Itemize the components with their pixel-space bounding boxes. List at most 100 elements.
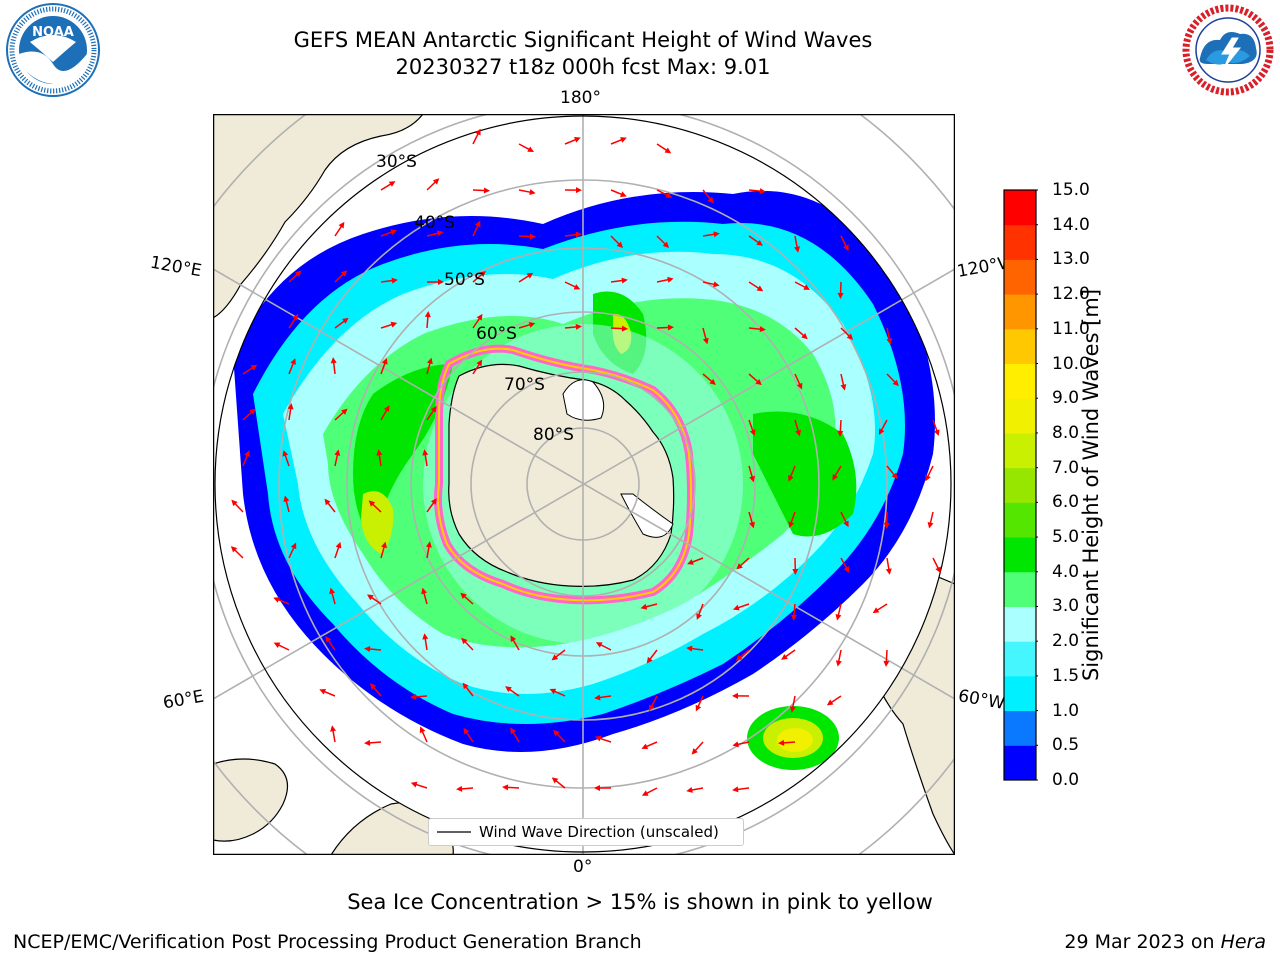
wind-wave-arrowhead xyxy=(621,325,628,332)
colorbar-swatch xyxy=(1004,745,1036,781)
wind-wave-arrowhead xyxy=(368,500,376,507)
wind-wave-arrowhead xyxy=(290,358,296,365)
wind-wave-arrowhead xyxy=(436,230,444,237)
wind-wave-arrowhead xyxy=(479,271,486,278)
colorbar-swatch xyxy=(1004,606,1036,642)
wind-wave-arrowhead xyxy=(795,429,801,437)
wind-wave-arrowhead xyxy=(646,656,653,664)
wind-wave-arrowhead xyxy=(461,637,468,645)
wind-wave-arrowhead xyxy=(707,196,714,204)
colorbar-swatch xyxy=(1004,259,1036,295)
wind-wave-arrowhead xyxy=(549,688,557,695)
wind-wave-arrowhead xyxy=(283,495,290,503)
wind-wave-arrowhead xyxy=(649,704,655,712)
wind-wave-arrowhead xyxy=(759,326,766,333)
colorbar-swatch xyxy=(1004,363,1036,399)
wind-wave-arrowhead xyxy=(843,244,849,252)
wind-wave-arrowhead xyxy=(883,660,890,667)
wind-wave-arrowhead xyxy=(575,231,582,238)
colorbar-swatch xyxy=(1004,641,1036,677)
wind-wave-arrowhead xyxy=(526,272,534,279)
wind-wave-arrowhead xyxy=(456,785,463,792)
colorbar-tick-label: 2.0 xyxy=(1052,631,1080,652)
lat-label-50s: 50°S xyxy=(444,270,485,290)
wind-wave-arrowhead xyxy=(616,241,623,249)
wind-wave-arrowhead xyxy=(620,137,627,143)
wind-wave-arrowhead xyxy=(665,192,673,198)
wind-wave-arrowhead xyxy=(781,653,788,660)
colorbar-swatch xyxy=(1004,224,1036,260)
wind-wave-arrowhead xyxy=(892,379,899,387)
wind-wave-arrowhead xyxy=(419,726,426,734)
wind-wave-arrowhead xyxy=(935,566,941,574)
wind-wave-arrowhead xyxy=(788,475,794,482)
wind-wave-arrowhead xyxy=(886,338,893,345)
wind-wave-arrowhead xyxy=(390,229,397,236)
wind-wave-arrowhead xyxy=(713,231,720,238)
wind-wave-arrowhead xyxy=(789,706,796,713)
wind-wave-arrowhead xyxy=(330,725,337,732)
colorbar-swatch xyxy=(1004,190,1036,226)
wind-wave-arrowhead xyxy=(778,739,785,746)
map-legend: Wind Wave Direction (unscaled) xyxy=(428,818,744,846)
wind-wave-arrowhead xyxy=(843,520,849,528)
wind-wave-arrowhead xyxy=(695,704,702,712)
wind-wave-arrowhead xyxy=(575,323,582,330)
wind-wave-arrowhead xyxy=(342,317,349,324)
legend-label: Wind Wave Direction (unscaled) xyxy=(479,823,719,841)
wind-wave-arrowhead xyxy=(732,741,739,748)
wind-wave-arrowhead xyxy=(528,321,536,328)
wind-wave-arrowhead xyxy=(709,378,716,386)
colorbar-tick-label: 1.5 xyxy=(1052,665,1080,686)
wind-wave-arrowhead xyxy=(410,781,418,788)
wind-wave-arrowhead xyxy=(335,541,342,549)
wind-wave-arrowhead xyxy=(925,474,931,482)
wind-wave-arrowhead xyxy=(383,405,390,412)
wind-wave-arrowhead xyxy=(421,587,427,595)
wind-wave-arrowhead xyxy=(510,635,517,643)
run-host: Hera xyxy=(1220,931,1266,953)
wind-wave-arrowhead xyxy=(664,147,672,154)
wind-wave-arrowhead xyxy=(595,642,603,648)
wind-wave-arrowhead xyxy=(282,449,289,457)
wind-wave-arrowhead xyxy=(878,428,885,435)
wind-wave-arrowhead xyxy=(933,429,940,436)
colorbar-swatch xyxy=(1004,294,1036,330)
lat-label-80s: 80°S xyxy=(533,425,574,445)
colorbar-ticks: 0.0 0.5 1.0 1.5 2.0 3.0 4.0 5.0 6.0 7.0 8.0 9.0 10.0… xyxy=(1048,180,1108,790)
colorbar xyxy=(1003,189,1038,781)
wind-wave-arrowhead xyxy=(736,563,743,570)
wind-wave-arrowhead xyxy=(330,357,337,364)
wind-wave-arrowhead xyxy=(835,614,842,621)
wind-wave-arrowhead xyxy=(287,403,294,410)
wind-wave-arrowhead xyxy=(529,189,536,196)
wind-wave-arrowhead xyxy=(594,735,602,742)
sea-ice-note: Sea Ice Concentration > 15% is shown in … xyxy=(347,890,933,914)
wind-wave-arrowhead xyxy=(324,498,331,506)
wind-wave-arrowhead xyxy=(364,739,371,746)
colorbar-swatch xyxy=(1004,710,1036,746)
colorbar-tick-label: 8.0 xyxy=(1052,422,1080,443)
wind-wave-arrowhead xyxy=(687,559,694,565)
wind-wave-arrowhead xyxy=(872,607,880,614)
wind-wave-arrowhead xyxy=(425,541,432,548)
wind-wave-arrowhead xyxy=(463,727,470,735)
wind-wave-arrowhead xyxy=(476,313,483,321)
wind-wave-arrowhead xyxy=(794,246,800,253)
colorbar-tick-label: 12.0 xyxy=(1052,284,1090,305)
colorbar-swatch xyxy=(1004,467,1036,503)
wind-wave-arrowhead xyxy=(667,276,674,283)
colorbar-tick-label: 5.0 xyxy=(1052,527,1080,548)
wind-wave-arrowhead xyxy=(292,313,299,321)
wind-wave-arrowhead xyxy=(575,187,582,194)
nws-logo xyxy=(1182,4,1274,96)
wind-wave-arrowhead xyxy=(381,541,387,549)
colorbar-label: Significant Height of Wind Waves [m] xyxy=(1079,288,1103,682)
wind-wave-arrowhead xyxy=(756,239,763,246)
colorbar-tick-label: 0.5 xyxy=(1052,735,1080,756)
lat-label-60s: 60°S xyxy=(476,324,517,344)
wind-wave-arrowhead xyxy=(474,220,481,228)
wind-wave-arrowhead xyxy=(410,693,417,700)
wind-wave-arrowhead xyxy=(927,522,934,529)
wind-wave-arrowhead xyxy=(732,786,739,793)
